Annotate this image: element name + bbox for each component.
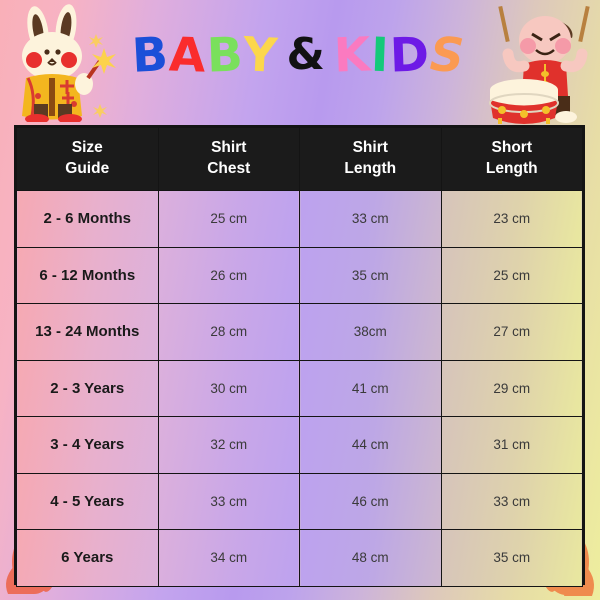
cell-shirt-chest: 25 cm [157,190,300,248]
header-line-2: Chest [207,160,251,177]
cell-shirt-chest: 34 cm [157,529,300,587]
cell-short-length: 25 cm [440,246,583,304]
cell-size: 13 - 24 Months [16,303,159,361]
cell-shirt-length: 46 cm [299,472,442,530]
title-letter: A [168,26,207,84]
title-letter: Y [241,26,279,84]
cell-shirt-length: 41 cm [299,359,442,417]
size-guide-table: Size Guide Shirt Chest Shirt Length Shor… [14,125,585,587]
cell-size: 2 - 3 Years [16,359,159,417]
column-header-shirt-chest: Shirt Chest [157,127,300,191]
header-line-1: Size [71,139,103,157]
table-row: 6 - 12 Months 26 cm 35 cm 25 cm [16,246,583,304]
cell-short-length: 29 cm [440,359,583,417]
table-row: 6 Years 34 cm 48 cm 35 cm [16,529,583,587]
table-row: 3 - 4 Years 32 cm 44 cm 31 cm [16,416,583,474]
header-line-1: Short [491,139,532,157]
header-line-1: Shirt [211,139,247,157]
table-row: 2 - 3 Years 30 cm 41 cm 29 cm [16,359,583,417]
title-letter: K [332,26,372,84]
title-letter: S [428,26,466,84]
cell-shirt-chest: 26 cm [157,246,300,304]
table-header-row: Size Guide Shirt Chest Shirt Length Shor… [16,127,583,191]
drummer-boy-icon [489,5,590,124]
table-row: 2 - 6 Months 25 cm 33 cm 23 cm [16,190,583,248]
cell-shirt-chest: 30 cm [157,359,300,417]
cell-size: 6 Years [16,529,159,587]
cell-size: 2 - 6 Months [16,190,159,248]
table-row: 4 - 5 Years 33 cm 46 cm 33 cm [16,472,583,530]
column-header-short-length: Short Length [440,127,583,191]
cell-short-length: 31 cm [440,416,583,474]
cell-shirt-length: 38cm [299,303,442,361]
cell-short-length: 27 cm [440,303,583,361]
page-title: B A B Y & K I D S [128,22,468,88]
header-line-2: Length [344,160,397,177]
title-letter: I [370,27,390,83]
title-letter: B [130,26,170,84]
cell-shirt-chest: 28 cm [157,303,300,361]
cell-shirt-chest: 33 cm [157,472,300,530]
column-header-shirt-length: Shirt Length [299,127,442,191]
cell-size: 6 - 12 Months [16,246,159,304]
cell-shirt-length: 44 cm [299,416,442,474]
cell-shirt-length: 48 cm [299,529,442,587]
title-letter-ampersand: & [286,29,325,80]
cell-size: 4 - 5 Years [16,472,159,530]
header-line-2: Length [485,160,538,177]
table-row: 13 - 24 Months 28 cm 38cm 27 cm [16,303,583,361]
header-line-1: Shirt [352,139,388,157]
cell-shirt-chest: 32 cm [157,416,300,474]
cell-short-length: 33 cm [440,472,583,530]
cell-shirt-length: 33 cm [299,190,442,248]
cell-short-length: 35 cm [440,529,583,587]
cell-size: 3 - 4 Years [16,416,159,474]
title-letter: B [205,26,244,84]
column-header-size-guide: Size Guide [16,127,159,191]
header-banner: B A B Y & K I D S [0,0,600,125]
header-line-2: Guide [65,160,110,177]
title-letter: D [388,26,430,84]
cell-short-length: 23 cm [440,190,583,248]
bunny-with-sparkler-icon [22,4,116,122]
cell-shirt-length: 35 cm [299,246,442,304]
